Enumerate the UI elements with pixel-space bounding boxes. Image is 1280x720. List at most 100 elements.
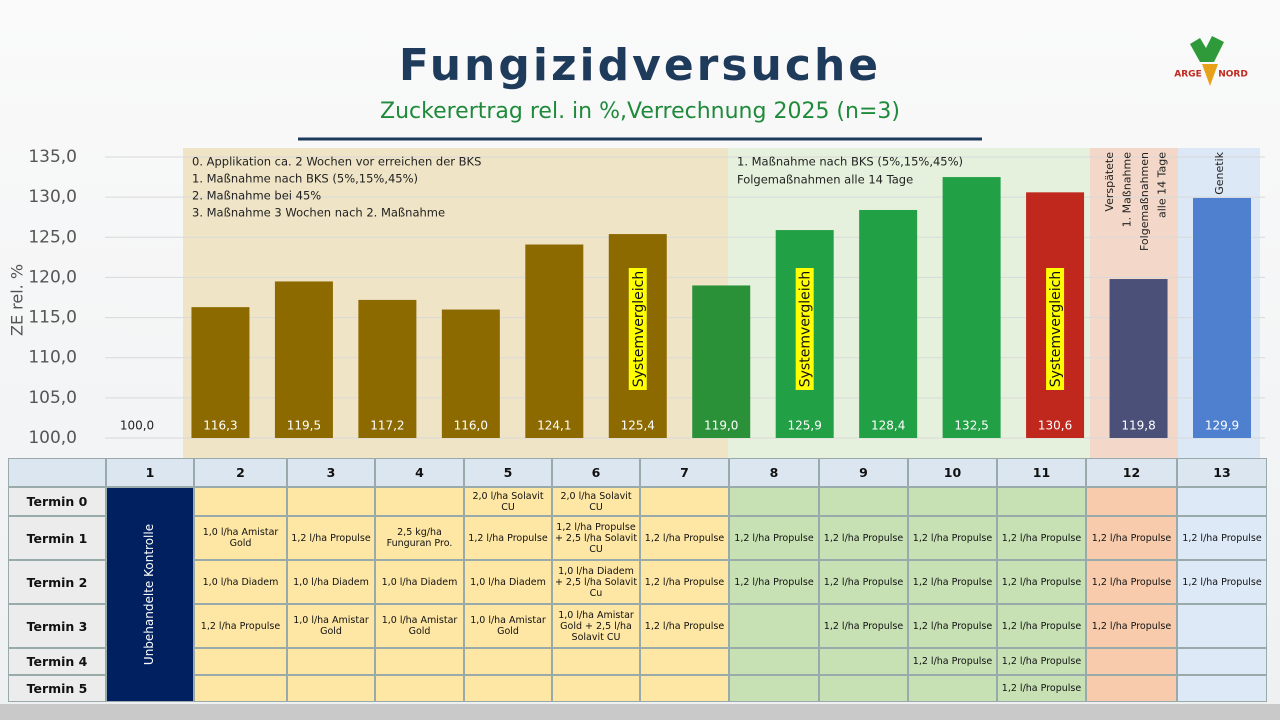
- table-cell: 1,2 l/ha Propulse: [908, 516, 997, 560]
- bar-note: Systemvergleich: [795, 268, 814, 390]
- table-cell: [1177, 604, 1267, 648]
- table-cell: [1177, 487, 1267, 516]
- value-label: 124,1: [537, 419, 571, 433]
- column-header: 3: [287, 458, 375, 487]
- value-label: 125,9: [788, 419, 822, 433]
- table-cell: [729, 487, 819, 516]
- value-label: 129,9: [1205, 419, 1239, 433]
- bar: [191, 307, 250, 438]
- table-cell: [375, 487, 464, 516]
- table-cell: [1086, 487, 1177, 516]
- table-cell: [1177, 648, 1267, 675]
- y-tick-label: 110,0: [28, 348, 77, 368]
- column-header: 10: [908, 458, 997, 487]
- bar: [358, 299, 417, 438]
- region-note: Folgemaßnahmen alle 14 Tage: [737, 173, 913, 187]
- y-tick-label: 105,0: [28, 388, 77, 408]
- region-note: alle 14 Tage: [1156, 152, 1169, 218]
- bar: [1109, 279, 1168, 438]
- column-header: 11: [997, 458, 1086, 487]
- table-cell: [640, 675, 729, 702]
- bar: [692, 285, 751, 438]
- region-note: 0. Applikation ca. 2 Wochen vor erreiche…: [192, 155, 481, 169]
- table-cell: [287, 648, 375, 675]
- table-cell: 1,0 l/ha Diadem: [375, 560, 464, 604]
- table-cell: 1,2 l/ha Propulse: [1086, 560, 1177, 604]
- table-cell: 1,2 l/ha Propulse: [908, 560, 997, 604]
- column-header: 1: [106, 458, 194, 487]
- y-tick-label: 100,0: [28, 428, 77, 448]
- table-cell: 1,2 l/ha Propulse: [194, 604, 287, 648]
- bar: [1193, 197, 1251, 438]
- table-cell: [729, 604, 819, 648]
- y-tick-label: 125,0: [28, 227, 77, 247]
- bar: [942, 177, 1001, 439]
- bar-note-background: [628, 268, 647, 390]
- table-cell: 1,2 l/ha Propulse: [908, 604, 997, 648]
- bar-note-background: [1046, 268, 1065, 390]
- table-cell: [997, 487, 1086, 516]
- bar-note-text: Systemvergleich: [798, 271, 814, 387]
- bar: [274, 281, 333, 438]
- table-cell: [640, 487, 729, 516]
- table-cell: 1,0 l/ha Diadem: [194, 560, 287, 604]
- table-cell: [1086, 675, 1177, 702]
- table-cell: 2,5 kg/ha Funguran Pro.: [375, 516, 464, 560]
- column-header: 13: [1177, 458, 1267, 487]
- table-cell: [287, 675, 375, 702]
- table-cell: 1,2 l/ha Propulse: [997, 675, 1086, 702]
- table-cell: 1,0 l/ha Amistar Gold: [375, 604, 464, 648]
- logo: ARGE NORD: [1174, 36, 1248, 86]
- column-header: 5: [464, 458, 552, 487]
- table-cell: 1,2 l/ha Propulse: [464, 516, 552, 560]
- table-cell: 1,2 l/ha Propulse: [819, 560, 908, 604]
- value-label: 132,5: [954, 419, 988, 433]
- table-cell: [287, 487, 375, 516]
- table-cell: [908, 487, 997, 516]
- value-label: 119,0: [704, 419, 738, 433]
- table-cell: [729, 648, 819, 675]
- table-cell: [464, 648, 552, 675]
- table-cell: [1177, 675, 1267, 702]
- table-cell: 1,2 l/ha Propulse: [729, 516, 819, 560]
- table-cell: [640, 648, 729, 675]
- value-label: 130,6: [1038, 419, 1072, 433]
- footer-bar: [0, 704, 1280, 720]
- table-cell: 1,2 l/ha Propulse: [1177, 516, 1267, 560]
- table-cell: [375, 675, 464, 702]
- value-label: 119,8: [1121, 419, 1155, 433]
- logo-text: ARGE: [1174, 70, 1201, 80]
- table-cell: [819, 648, 908, 675]
- table-cell: [375, 648, 464, 675]
- table-cell: 1,2 l/ha Propulse: [729, 560, 819, 604]
- y-tick-label: 115,0: [28, 308, 77, 328]
- value-label: 117,2: [370, 419, 404, 433]
- chart-title: Fungizidversuche: [399, 40, 881, 91]
- bar-note-background: [795, 268, 814, 390]
- table-cell: 1,2 l/ha Propulse: [997, 516, 1086, 560]
- table-cell: [819, 675, 908, 702]
- region-note: 1. Maßnahme: [1121, 152, 1134, 228]
- bar: [441, 309, 500, 438]
- header-corner: [8, 458, 106, 487]
- table-cell: 1,0 l/ha Diadem: [464, 560, 552, 604]
- bar-note-text: Systemvergleich: [1048, 271, 1064, 387]
- table-cell: 1,2 l/ha Propulse: [1177, 560, 1267, 604]
- y-tick-label: 135,0: [28, 147, 77, 167]
- column-header: 9: [819, 458, 908, 487]
- table-cell: 1,2 l/ha Propulse: [997, 604, 1086, 648]
- bar: [859, 209, 918, 438]
- row-header: Termin 1: [8, 516, 106, 560]
- y-tick-label: 120,0: [28, 267, 77, 287]
- logo-text: NORD: [1218, 70, 1248, 80]
- region-note: 1. Maßnahme nach BKS (5%,15%,45%): [192, 172, 418, 186]
- row-header: Termin 3: [8, 604, 106, 648]
- table-cell: 1,0 l/ha Diadem + 2,5 l/ha Solavit Cu: [552, 560, 640, 604]
- table-cell: [552, 675, 640, 702]
- table-cell: 1,2 l/ha Propulse: [819, 516, 908, 560]
- table-cell: [194, 487, 287, 516]
- y-tick-label: 130,0: [28, 187, 77, 207]
- bar-note: Systemvergleich: [1046, 268, 1065, 390]
- table-cell: 1,2 l/ha Propulse: [640, 560, 729, 604]
- bar-note-text: Systemvergleich: [631, 271, 647, 387]
